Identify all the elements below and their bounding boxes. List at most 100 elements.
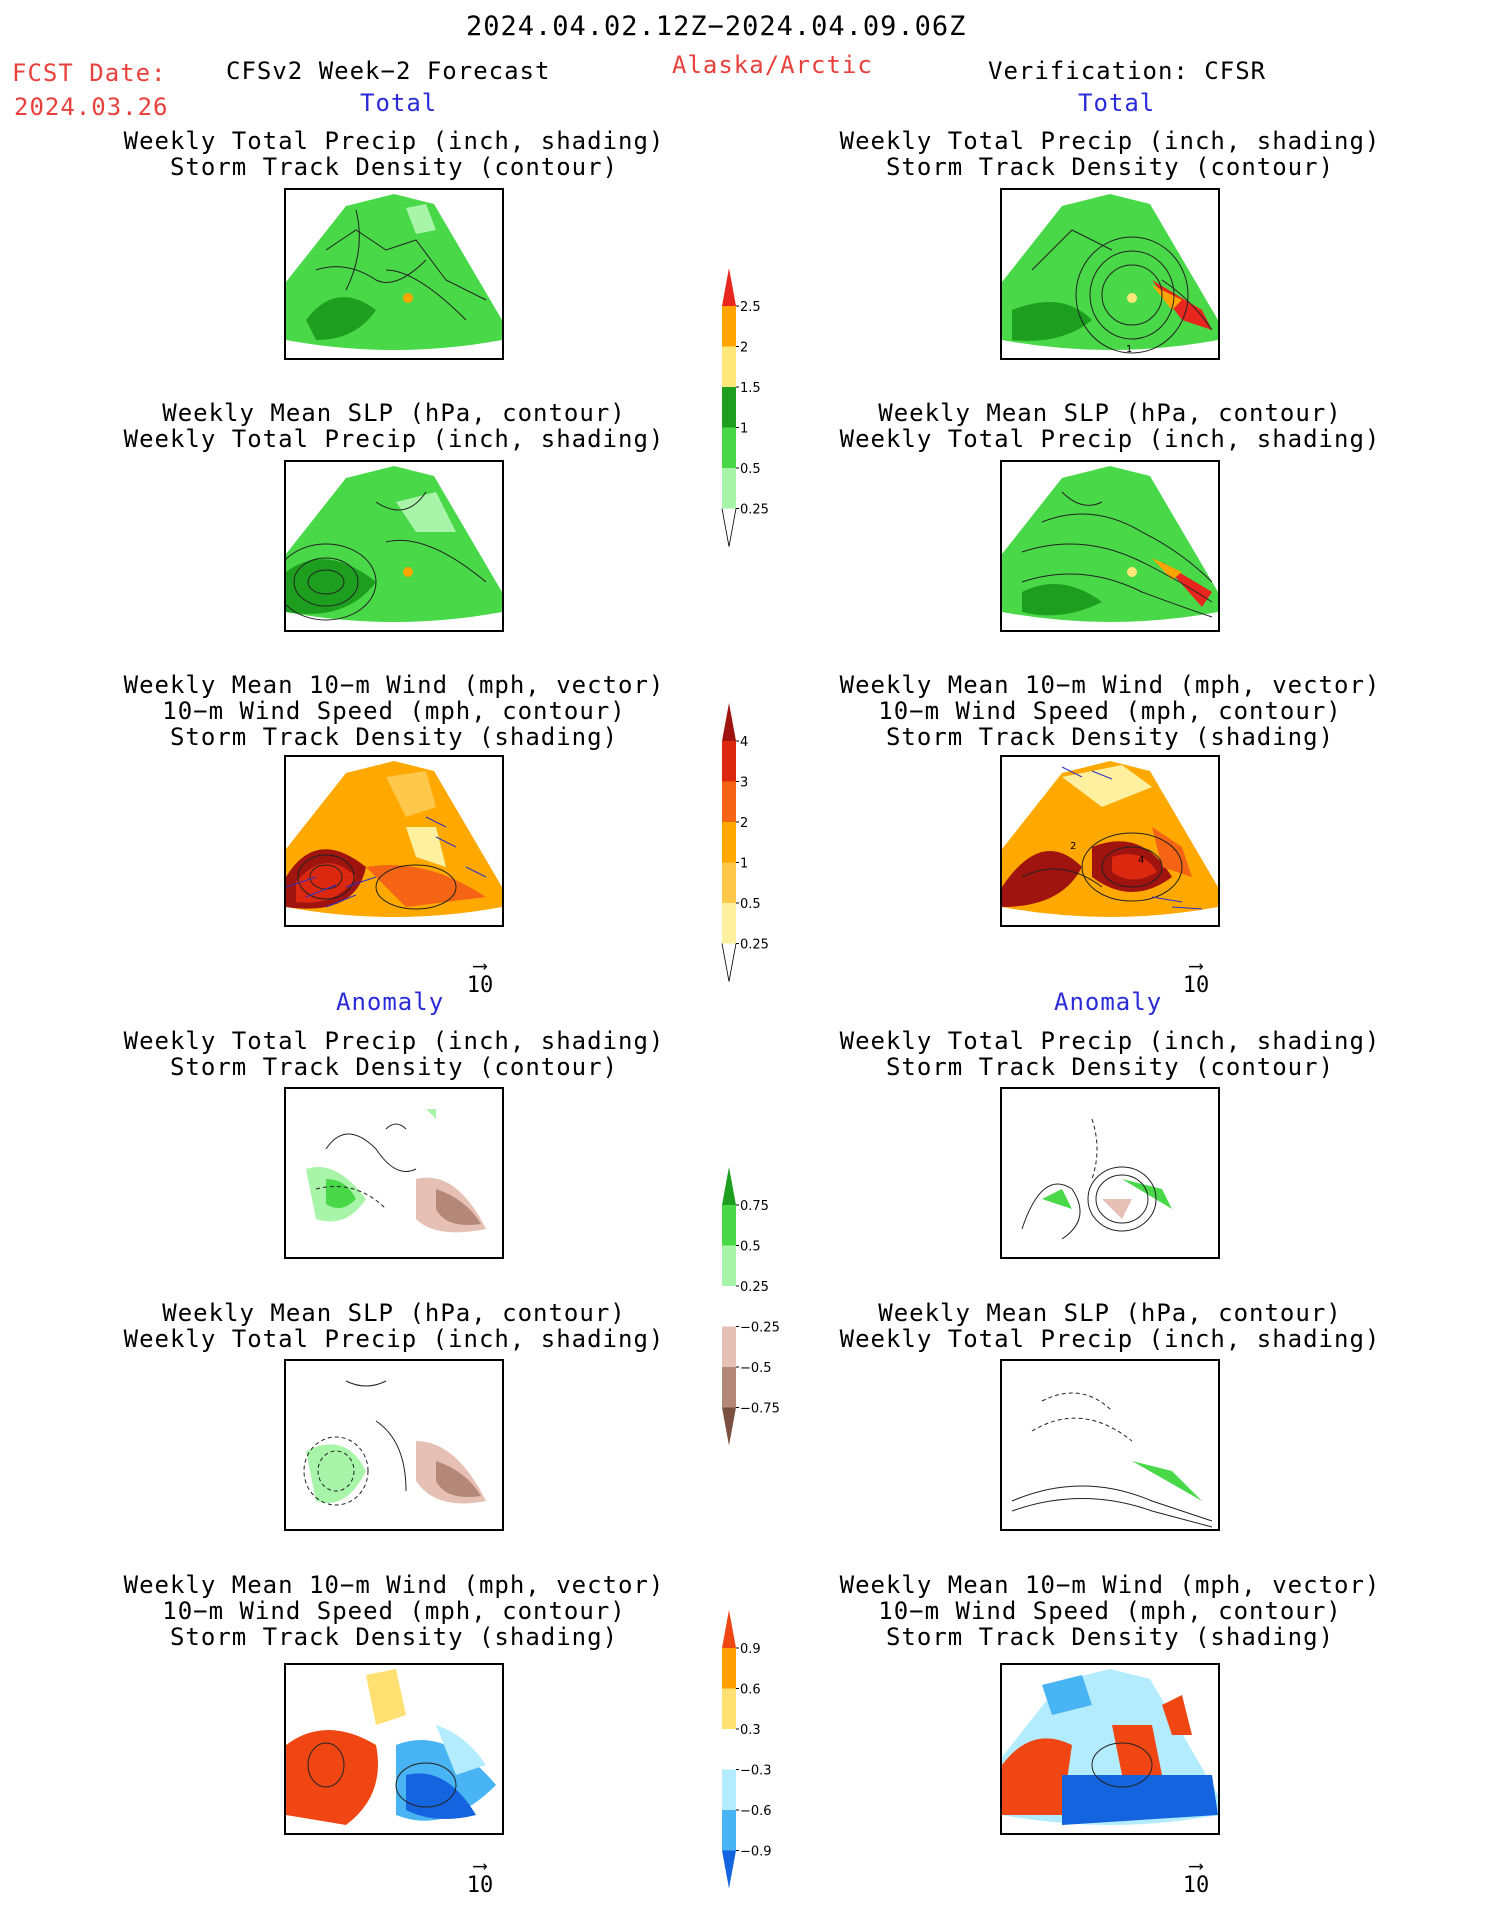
title-verif-precip-anom: Weekly Total Precip (inch, shading) Storm… [839,1027,1381,1081]
colorbar-label: 0.25 [740,503,769,518]
forecast-title: CFSv2 Week−2 Forecast [226,57,551,85]
colorbar-svg: 0.9 0.6 0.3 −0.3 −0.6 −0.9 [722,1610,772,1889]
colorbar-storm-anom: 0.9 0.6 0.3 −0.3 −0.6 −0.9 [720,1610,830,1900]
map-verif-wind-anom [1000,1663,1220,1835]
colorbar-label: 0.25 [740,938,769,953]
colorbar-cell [722,1850,736,1889]
colorbar-label: 2.5 [740,300,761,315]
period-title: 2024.04.02.12Z−2024.04.09.06Z [466,11,967,42]
colorbar-precip-total: 2.5 2 1.5 1 0.5 0.25 [720,268,830,558]
colorbar-cell [722,1729,736,1770]
colorbar-label: 1 [740,422,748,437]
colorbar-cell [722,306,736,347]
contour-label: 2 [1070,841,1076,852]
vector-reference-right-anom: ⟶ 10 [1182,1853,1210,1898]
map-verif-wind-total: 2 4 [1000,755,1220,927]
colorbar-svg: 4 3 2 1 0.5 0.25 [721,703,769,982]
colorbar-label: 0.75 [740,1199,769,1214]
title-verif-slp-anom: Weekly Mean SLP (hPa, contour) Weekly Tot… [839,1299,1381,1353]
colorbar-cell [722,703,736,741]
region-title: Alaska/Arctic [672,51,873,79]
contour-label: 4 [1138,855,1144,866]
colorbar-label: 1.5 [740,381,761,396]
colorbar-cell [722,1167,736,1205]
map-fcst-wind-anom [284,1663,504,1835]
title-fcst-wind-anom: Weekly Mean 10−m Wind (mph, vector) 10−m … [123,1571,665,1651]
colorbar-label: 0.5 [740,897,761,912]
vector-reference-left-anom: ⟶ 10 [466,1853,494,1898]
colorbar-cell [722,1688,736,1729]
title-fcst-precip-total: Weekly Total Precip (inch, shading) Storm… [123,127,665,181]
title-fcst-slp-total: Weekly Mean SLP (hPa, contour) Weekly Tot… [123,399,665,453]
colorbar-cell [722,1610,736,1648]
colorbar-cell [722,387,736,428]
colorbar-cell [722,781,736,822]
title-verif-wind-total: Weekly Mean 10−m Wind (mph, vector) 10−m … [839,671,1381,751]
title-fcst-wind-total: Weekly Mean 10−m Wind (mph, vector) 10−m … [123,671,665,751]
colorbar-cell [722,903,736,944]
verification-title: Verification: CFSR [988,57,1267,85]
vector-reference-right-total: ⟶ 10 [1182,953,1210,998]
colorbar-cell [722,1407,736,1446]
colorbar-cell [722,427,736,468]
colorbar-label: −0.9 [740,1845,772,1860]
map-fcst-slp-total [284,460,504,632]
section-anomaly-right: Anomaly [1054,988,1163,1016]
colorbar-label: 0.6 [740,1683,761,1698]
colorbar-svg: 0.75 0.5 0.25 −0.25 −0.5 −0.75 [722,1167,780,1446]
title-fcst-precip-anom: Weekly Total Precip (inch, shading) Storm… [123,1027,665,1081]
colorbar-label: 0.5 [740,462,761,477]
colorbar-cell [722,1205,736,1246]
colorbar-cell [721,943,737,982]
colorbar-label: −0.5 [740,1361,772,1376]
colorbar-cell [722,1245,736,1286]
contour-label: 1 [1126,344,1132,355]
map-verif-precip-total: 1 [1000,188,1220,360]
colorbar-precip-anom: 0.75 0.5 0.25 −0.25 −0.5 −0.75 [720,1167,830,1457]
colorbar-cell [722,1286,736,1327]
colorbar-label: 4 [740,735,748,750]
colorbar-label: 0.5 [740,1240,761,1255]
colorbar-cell [722,1326,736,1367]
map-verif-precip-anom [1000,1087,1220,1259]
colorbar-cell [721,508,737,547]
colorbar-label: 0.9 [740,1642,761,1657]
colorbar-cell [722,822,736,863]
colorbar-cell [722,741,736,782]
colorbar-svg: 2.5 2 1.5 1 0.5 0.25 [721,268,769,547]
colorbar-cell [722,1367,736,1408]
colorbar-label: 2 [740,341,748,356]
map-verif-slp-anom [1000,1359,1220,1531]
colorbar-label: 2 [740,816,748,831]
map-verif-slp-total [1000,460,1220,632]
colorbar-label: 0.3 [740,1723,761,1738]
colorbar-cell [722,1769,736,1810]
map-fcst-precip-total [284,188,504,360]
colorbar-label: 3 [740,776,748,791]
colorbar-label: −0.3 [740,1764,772,1779]
title-verif-wind-anom: Weekly Mean 10−m Wind (mph, vector) 10−m … [839,1571,1381,1651]
colorbar-cell [722,1648,736,1689]
title-fcst-slp-anom: Weekly Mean SLP (hPa, contour) Weekly Tot… [123,1299,665,1353]
map-fcst-wind-total [284,755,504,927]
section-total-left: Total [360,89,438,117]
colorbar-cell [722,268,736,306]
vector-reference-left-total: ⟶ 10 [466,953,494,998]
section-anomaly-left: Anomaly [336,988,445,1016]
section-total-right: Total [1078,89,1156,117]
fcst-date-label: FCST Date: [12,59,167,87]
title-verif-slp-total: Weekly Mean SLP (hPa, contour) Weekly Tot… [839,399,1381,453]
colorbar-cell [722,862,736,903]
map-fcst-precip-anom [284,1087,504,1259]
map-fcst-slp-anom [284,1359,504,1531]
colorbar-storm-total: 4 3 2 1 0.5 0.25 [720,703,830,993]
title-verif-precip-total: Weekly Total Precip (inch, shading) Storm… [839,127,1381,181]
colorbar-label: −0.75 [740,1402,780,1417]
fcst-date-value: 2024.03.26 [14,93,169,121]
colorbar-label: 0.25 [740,1280,769,1295]
colorbar-label: 1 [740,857,748,872]
colorbar-cell [722,1810,736,1851]
colorbar-label: −0.6 [740,1804,772,1819]
colorbar-label: −0.25 [740,1321,780,1336]
colorbar-cell [722,468,736,509]
